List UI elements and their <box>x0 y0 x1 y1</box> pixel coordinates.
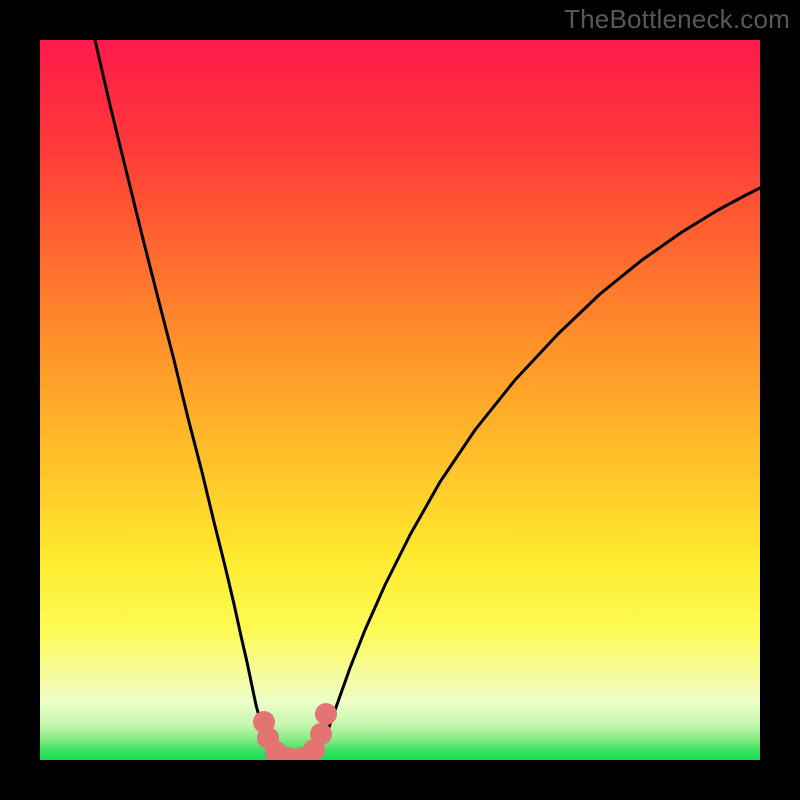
marker-layer <box>40 40 760 760</box>
valley-marker <box>315 703 337 725</box>
chart-frame: TheBottleneck.com <box>0 0 800 800</box>
plot-area <box>40 40 760 760</box>
border-right <box>760 0 800 800</box>
border-left <box>0 0 40 800</box>
border-bottom <box>0 760 800 800</box>
watermark-text: TheBottleneck.com <box>564 4 790 35</box>
valley-marker <box>310 723 332 745</box>
